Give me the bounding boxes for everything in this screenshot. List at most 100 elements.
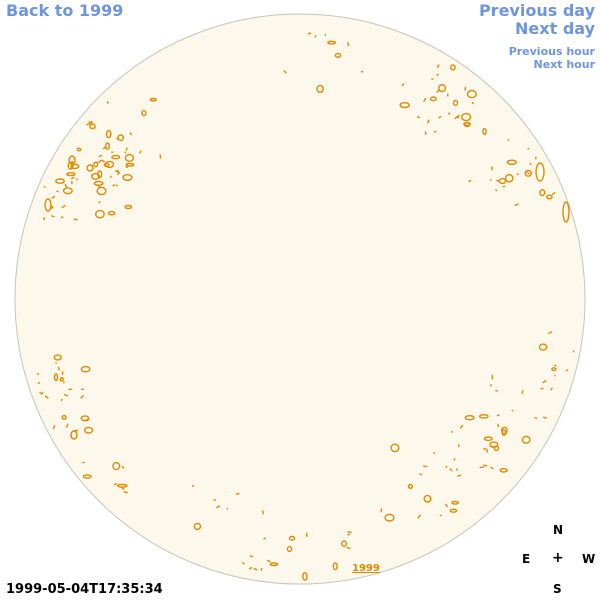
contour-mark: [447, 112, 451, 116]
next-day-link[interactable]: Next day: [515, 19, 595, 38]
contour-mark: [105, 129, 112, 139]
contour-mark: [407, 483, 414, 489]
contour-mark: [516, 173, 519, 176]
contour-mark: [122, 173, 133, 181]
contour-mark: [67, 161, 74, 170]
contour-mark: [534, 416, 538, 420]
contour-mark: [125, 166, 128, 169]
contour-mark: [288, 535, 296, 541]
contour-loop: [44, 198, 52, 212]
contour-mark: [346, 42, 350, 47]
contour-mark: [401, 83, 405, 87]
contour-mark: [542, 416, 547, 420]
contour-mark: [95, 209, 105, 219]
contour-mark: [124, 153, 135, 162]
contour-mark: [115, 184, 118, 187]
contour-mark: [260, 567, 263, 571]
contour-mark: [483, 447, 487, 450]
contour-mark: [53, 373, 59, 382]
contour-mark: [423, 465, 428, 468]
contour-mark: [283, 70, 287, 74]
contour-mark: [124, 204, 133, 210]
contour-mark: [102, 146, 106, 150]
previous-day-link[interactable]: Previous day: [478, 1, 595, 20]
solar-disk: [14, 13, 586, 585]
contour-mark: [89, 123, 96, 130]
contour-mark: [526, 171, 530, 175]
contour-mark: [449, 64, 456, 71]
contour-mark: [496, 414, 500, 417]
contour-mark: [125, 162, 135, 167]
contour-mark: [524, 169, 532, 177]
contour-mark: [438, 83, 447, 93]
contour-mark: [500, 426, 508, 435]
contour-mark: [478, 413, 489, 419]
contour-mark: [497, 423, 500, 428]
contour-mark: [314, 35, 317, 38]
contour-mark: [506, 159, 517, 166]
observation-timestamp: 1999-05-04T17:35:34: [6, 582, 163, 597]
contour-mark: [52, 424, 56, 430]
contour-mark: [423, 494, 432, 503]
contour-mark: [51, 214, 55, 218]
contour-mark: [341, 540, 348, 548]
year-link[interactable]: 1999: [352, 563, 380, 574]
contour-mark: [104, 142, 110, 150]
contour-mark: [43, 185, 46, 188]
contour-mark: [550, 387, 553, 391]
contour-mark: [332, 562, 338, 571]
contour-mark: [436, 89, 440, 93]
contour-mark: [429, 96, 437, 102]
contour-mark: [453, 458, 456, 461]
contour-mark: [471, 101, 474, 105]
contour-mark: [80, 394, 85, 399]
contour-mark: [40, 391, 44, 395]
contour-mark: [463, 121, 471, 128]
contour-mark: [37, 381, 41, 385]
contour-mark: [457, 474, 462, 478]
contour-mark: [125, 147, 128, 151]
contour-mark: [248, 566, 253, 570]
compass-north-label: N: [553, 523, 564, 537]
contour-mark: [96, 186, 107, 196]
contour-mark: [115, 170, 120, 175]
contour-mark: [97, 184, 101, 188]
contour-mark: [514, 203, 519, 207]
contour-mark: [36, 372, 40, 376]
contour-mark: [106, 100, 109, 104]
contour-mark: [193, 522, 202, 531]
contour-mark: [112, 183, 116, 187]
contour-mark: [546, 194, 553, 200]
contour-mark: [316, 84, 324, 94]
back-to-year-link[interactable]: Back to 1999: [6, 1, 124, 20]
contour-mark: [422, 97, 427, 103]
contour-loop: [562, 201, 570, 223]
active-region-contours: [36, 32, 575, 581]
contour-loop: [70, 430, 78, 440]
contour-mark: [554, 364, 557, 367]
contour-mark: [98, 201, 101, 204]
next-hour-link[interactable]: Next hour: [533, 58, 596, 71]
contour-mark: [249, 555, 253, 558]
contour-mark: [76, 147, 82, 152]
contour-mark: [302, 572, 308, 581]
contour-mark: [347, 533, 351, 536]
contour-mark: [433, 130, 437, 133]
contour-mark: [263, 537, 267, 540]
contour-mark: [107, 210, 116, 216]
contour-mark: [116, 137, 119, 140]
contour-mark: [80, 365, 91, 373]
contour-mark: [123, 491, 128, 494]
contour-mark: [43, 217, 46, 221]
contour-mark: [286, 545, 293, 553]
contour-mark: [346, 546, 351, 550]
contour-mark: [449, 508, 458, 513]
contour-mark: [466, 89, 477, 99]
contour-mark: [86, 123, 91, 126]
contour-mark: [461, 112, 472, 122]
contour-mark: [62, 187, 73, 195]
previous-hour-link[interactable]: Previous hour: [508, 45, 595, 58]
contour-mark: [459, 424, 464, 429]
contour-mark: [482, 128, 487, 136]
contour-mark: [61, 371, 64, 376]
